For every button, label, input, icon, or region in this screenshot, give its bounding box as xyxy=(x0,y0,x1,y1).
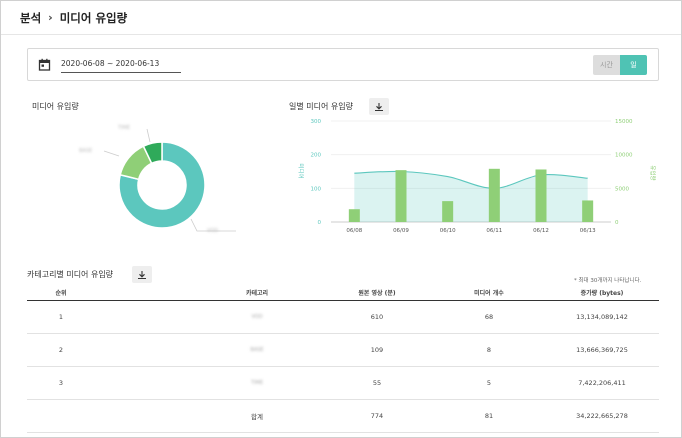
calendar-icon[interactable] xyxy=(38,58,51,71)
column-header-rank: 순위 xyxy=(55,290,67,297)
table-header-row: 순위 카테고리 원본 영상 (분) 미디어 개수 증가량 (bytes) xyxy=(27,285,659,301)
y-axis-right-label: 유입량 xyxy=(649,165,657,180)
page-title: 미디어 유입량 xyxy=(59,10,128,25)
table-total-row: 합계 774 81 34,222,665,278 xyxy=(27,400,659,433)
column-header-minutes: 원본 영상 (분) xyxy=(358,290,396,297)
breadcrumb-separator: › xyxy=(48,11,53,24)
row-category: TIME xyxy=(250,380,263,386)
daily-download-button[interactable] xyxy=(369,98,389,115)
area-fill xyxy=(354,171,588,222)
donut-slice-vod xyxy=(118,141,206,229)
x-tick-label: 06/11 xyxy=(486,228,502,234)
donut-slice-time xyxy=(142,141,163,165)
row-bytes: 7,422,206,411 xyxy=(578,379,626,387)
row-bytes: 13,134,089,142 xyxy=(576,313,628,321)
download-icon xyxy=(375,102,383,111)
y-right-tick-label: 5000 xyxy=(615,186,629,192)
column-header-count: 미디어 개수 xyxy=(474,290,504,297)
y-left-tick-label: 0 xyxy=(318,220,322,226)
donut-label-vod: VOD xyxy=(207,228,219,234)
row-minutes: 55 xyxy=(372,379,382,387)
y-left-tick-label: 200 xyxy=(311,153,322,159)
daily-inflow-title: 일별 미디어 유입량 xyxy=(289,102,353,111)
hour-toggle-button[interactable]: 시간 xyxy=(593,55,620,75)
column-header-category: 카테고리 xyxy=(245,290,269,297)
category-inflow-title: 카테고리별 미디어 유입량 xyxy=(27,270,114,279)
leader-line-vod xyxy=(190,218,236,232)
row-minutes: 109 xyxy=(370,346,384,354)
date-filter-bar: 2020-06-08 ~ 2020-06-13 시간 일 xyxy=(27,48,659,81)
breadcrumb-parent[interactable]: 분석 xyxy=(20,10,42,25)
row-count: 8 xyxy=(486,346,492,354)
table-row[interactable]: 3 TIME 55 5 7,422,206,411 xyxy=(27,367,659,400)
y-left-tick-label: 100 xyxy=(311,186,322,192)
donut-label-base: BASE xyxy=(79,148,93,154)
table-row[interactable]: 1 VOD 610 68 13,134,089,142 xyxy=(27,301,659,334)
day-toggle-button[interactable]: 일 xyxy=(620,55,647,75)
row-rank: 1 xyxy=(58,313,64,321)
download-icon xyxy=(138,270,146,279)
row-minutes: 610 xyxy=(370,313,384,321)
x-tick-label: 06/12 xyxy=(533,228,549,234)
leader-line-time xyxy=(146,128,151,143)
total-count: 81 xyxy=(484,412,494,420)
row-count: 5 xyxy=(486,379,492,387)
daily-inflow-chart: 0 100 200 300 0 5000 10000 15000 06/08 06/09 06/10… xyxy=(297,119,657,234)
bar-06-11 xyxy=(488,168,500,222)
y-right-tick-label: 10000 xyxy=(615,153,633,159)
category-download-button[interactable] xyxy=(132,266,152,283)
media-inflow-title: 미디어 유입량 xyxy=(32,102,79,111)
row-category: VOD xyxy=(251,314,263,320)
x-tick-label: 06/10 xyxy=(440,228,456,234)
table-row[interactable]: 2 BASE 109 8 13,666,369,725 xyxy=(27,334,659,367)
y-right-tick-label: 15000 xyxy=(615,119,633,125)
bar-06-08 xyxy=(348,209,360,222)
row-count: 68 xyxy=(484,313,494,321)
bar-06-09 xyxy=(395,170,407,222)
y-left-tick-label: 300 xyxy=(311,119,322,125)
x-tick-label: 06/09 xyxy=(393,228,409,234)
row-rank: 2 xyxy=(58,346,64,354)
donut-label-time: TIME xyxy=(118,125,131,131)
x-tick-label: 06/13 xyxy=(580,228,596,234)
row-rank: 3 xyxy=(58,379,64,387)
y-axis-left-label: 미디어 xyxy=(297,163,305,178)
row-category: BASE xyxy=(250,347,264,353)
leader-line-base xyxy=(103,150,120,157)
y-right-tick-label: 0 xyxy=(615,220,619,226)
media-inflow-donut-chart xyxy=(103,128,236,232)
max-items-note: * 최대 30개까지 나타납니다. xyxy=(574,278,642,284)
bar-06-10 xyxy=(442,201,454,222)
breadcrumb: 분석 › 미디어 유입량 xyxy=(1,1,681,35)
total-label: 합계 xyxy=(251,413,263,421)
row-bytes: 13,666,369,725 xyxy=(576,346,628,354)
total-rank xyxy=(27,400,95,432)
bar-06-12 xyxy=(535,169,547,222)
date-range-input[interactable]: 2020-06-08 ~ 2020-06-13 xyxy=(61,57,181,73)
category-table: 순위 카테고리 원본 영상 (분) 미디어 개수 증가량 (bytes) 1 V… xyxy=(27,285,659,433)
column-header-bytes: 증가량 (bytes) xyxy=(580,290,624,297)
total-bytes: 34,222,665,278 xyxy=(576,412,628,420)
bar-06-13 xyxy=(582,200,594,222)
x-tick-label: 06/08 xyxy=(346,228,362,234)
total-minutes: 774 xyxy=(370,412,384,420)
